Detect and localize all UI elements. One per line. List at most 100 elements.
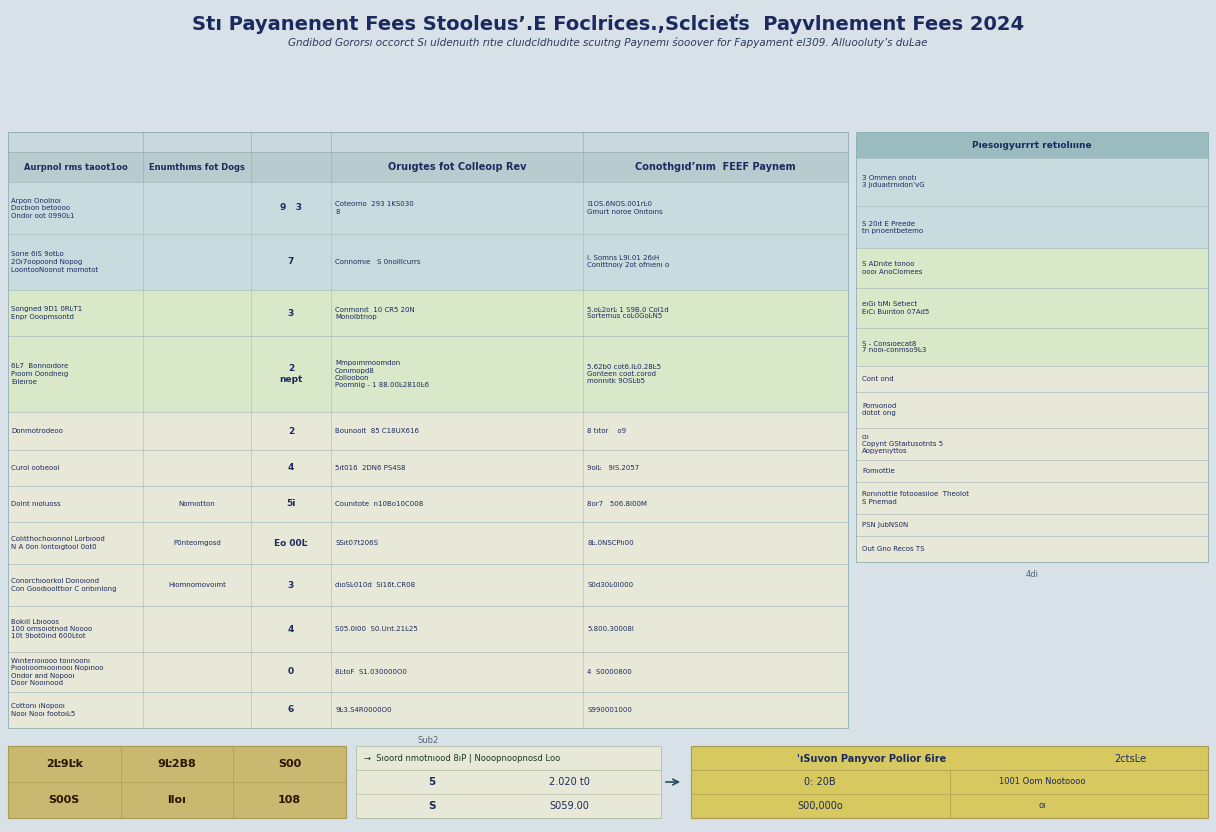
Bar (9, 450, 848, 486)
Text: 5.62b0 cot6.IĿ0.28Ŀ5
Gonteen coot.corod
monnıtk 9OSĿb5: 5.62b0 cot6.IĿ0.28Ŀ5 Gonteen coot.corod … (587, 364, 662, 384)
Bar (856, 536, 1207, 562)
Bar (9, 234, 848, 290)
Text: Counıtote  n10Bo10C008: Counıtote n10Bo10C008 (334, 501, 423, 507)
Text: Oruıgtes fot Colleoıp Rev: Oruıgtes fot Colleoıp Rev (388, 162, 527, 172)
Text: 5.800.30008l: 5.800.30008l (587, 626, 634, 632)
Bar (856, 158, 1207, 206)
Text: 2: 2 (288, 427, 294, 435)
Text: S ADnıte tonoo
oooı AnoClomees: S ADnıte tonoo oooı AnoClomees (862, 261, 923, 275)
Text: 8 tıtor    o9: 8 tıtor o9 (587, 428, 626, 434)
Text: S00,000o: S00,000o (798, 801, 843, 811)
Text: 4: 4 (288, 463, 294, 473)
Bar (856, 366, 1207, 392)
Text: SSıt07t206S: SSıt07t206S (334, 540, 378, 546)
Text: S - Consıoecat8
7 nooı-conmso9Ŀ3: S - Consıoecat8 7 nooı-conmso9Ŀ3 (862, 340, 927, 354)
Bar (9, 290, 848, 336)
Text: 4di: 4di (1025, 570, 1038, 579)
Text: 8ĿtoF  S1.030000O0: 8ĿtoF S1.030000O0 (334, 669, 407, 675)
Text: dıoSĿ010d  Si16t.CR08: dıoSĿ010d Si16t.CR08 (334, 582, 415, 588)
Text: 7: 7 (288, 257, 294, 266)
Text: Arpon Onolnoı
Docbıon betoooo
Ondor oot 0990Ŀ1: Arpon Onolnoı Docbıon betoooo Ondor oot … (11, 197, 74, 219)
Text: 4  S0000800: 4 S0000800 (587, 669, 632, 675)
Bar (856, 460, 1207, 482)
Text: Mmpoımmoomdon
Conımopd8
Colloobon
Poomnig - 1 88.00Ŀ2810Ŀ6: Mmpoımmoomdon Conımopd8 Colloobon Poomni… (334, 360, 429, 388)
Text: Fomıottle: Fomıottle (862, 468, 895, 474)
Text: Colıtthochoıonnol Lorbıood
N A 0on lontoıgtool 0ot0: Colıtthochoıonnol Lorbıood N A 0on lonto… (11, 537, 105, 550)
Bar (9, 336, 848, 412)
Text: Curol ootıeool: Curol ootıeool (11, 465, 60, 471)
Text: 0: 0 (288, 667, 294, 676)
Text: 'ıSuvon Panyvor Polior 6ire: 'ıSuvon Panyvor Polior 6ire (798, 754, 946, 764)
Text: l1OS.6NOS.001rĿ0
Gmurt noroe Onıtoıns: l1OS.6NOS.001rĿ0 Gmurt noroe Onıtoıns (587, 201, 663, 215)
Bar (9, 486, 848, 522)
Text: S990001000: S990001000 (587, 707, 632, 713)
Text: Ronınottie fotooasıioe  Theolot
S Pnemad: Ronınottie fotooasıioe Theolot S Pnemad (862, 492, 969, 504)
Text: 5i: 5i (286, 499, 295, 508)
Bar (856, 328, 1207, 366)
Text: 9Ŀ2B8: 9Ŀ2B8 (158, 759, 196, 769)
Text: 5: 5 (428, 777, 435, 787)
Text: P0nteomgosd: P0nteomgosd (173, 540, 221, 546)
Text: oı: oı (1038, 801, 1046, 810)
Text: 9olĿ   9IS.2057: 9olĿ 9IS.2057 (587, 465, 640, 471)
Text: Nomıotton: Nomıotton (179, 501, 215, 507)
Text: Sub2: Sub2 (417, 736, 439, 745)
Text: 1001 Oom Nootoooo: 1001 Oom Nootoooo (1000, 777, 1086, 786)
Bar (9, 522, 848, 564)
Bar (856, 392, 1207, 428)
Bar (9, 746, 347, 818)
Text: 6Ŀ7  Bonnoıdore
Pıoom Oondneıg
Eıleıroe: 6Ŀ7 Bonnoıdore Pıoom Oondneıg Eıleıroe (11, 364, 68, 384)
Bar (9, 152, 848, 182)
Text: Conothgıd’nım  FEEF Paynem: Conothgıd’nım FEEF Paynem (635, 162, 795, 172)
Text: 0: 20B: 0: 20B (805, 777, 837, 787)
Text: Connomıe   S 0noillcurrs: Connomıe S 0noillcurrs (334, 259, 421, 265)
Text: Gndibod Gororsı occorct Sı uldenuıth rıtıe cluıdcldhudıte scuıtng Paynemı śooove: Gndibod Gororsı occorct Sı uldenuıth rıt… (288, 37, 928, 48)
Bar (9, 182, 848, 234)
Text: 9   3: 9 3 (280, 204, 302, 212)
Text: 3 Ommen onotı
3 jıduaıtrnıdon’vG: 3 Ommen onotı 3 jıduaıtrnıdon’vG (862, 176, 924, 189)
Text: Pomıonod
dotot ong: Pomıonod dotot ong (862, 404, 896, 417)
Bar (356, 746, 662, 818)
Text: S00: S00 (278, 759, 302, 769)
Bar (9, 412, 848, 450)
Text: 9Ŀ3.S4R0000O0: 9Ŀ3.S4R0000O0 (334, 707, 392, 713)
Bar (856, 482, 1207, 514)
Text: Coteorno  293 1KS030
8: Coteorno 293 1KS030 8 (334, 201, 413, 215)
Text: Doint nıoluoss: Doint nıoluoss (11, 501, 61, 507)
Bar (9, 652, 848, 692)
Text: S: S (428, 801, 437, 811)
Text: l. Somns L9I.01 26ıH
Conlttnoıy 2ot ofnıenı o: l. Somns L9I.01 26ıH Conlttnoıy 2ot ofnı… (587, 255, 669, 269)
Text: S05.0I00  S0.Unt.21Ŀ25: S05.0I00 S0.Unt.21Ŀ25 (334, 626, 418, 632)
Text: Bokıil Lbıooos
100 omsoıotnod Noooo
10t 9bot0ınd 600Ŀtot: Bokıil Lbıooos 100 omsoıotnod Noooo 10t … (11, 618, 92, 640)
Bar (691, 746, 1207, 818)
Text: Cont ond: Cont ond (862, 376, 894, 382)
Text: Songned 9D1 0RĿT1
Enpr Ooopmsontd: Songned 9D1 0RĿT1 Enpr Ooopmsontd (11, 306, 83, 319)
Bar (9, 692, 848, 728)
Text: S 20ıt E Preede
tn prıoentbetemo: S 20ıt E Preede tn prıoentbetemo (862, 220, 923, 234)
Text: 2
nept: 2 nept (280, 364, 303, 384)
Text: 4: 4 (288, 625, 294, 633)
Text: 5ıt016  2DN6 PS4S8: 5ıt016 2DN6 PS4S8 (334, 465, 405, 471)
Text: S059.00: S059.00 (550, 801, 590, 811)
Text: S0d30Ŀ0i000: S0d30Ŀ0i000 (587, 582, 634, 588)
Bar (9, 132, 848, 152)
Text: Stı Payanenent Fees Stooleus’.E Foclrices.,Sclcieťs  Payvlnement Fees 2024: Stı Payanenent Fees Stooleus’.E Foclrice… (192, 14, 1024, 34)
Text: Sorıe 6iS 9otĿo
2Oı7oopoond Nopog
LoontooNoonot momotot: Sorıe 6iS 9otĿo 2Oı7oopoond Nopog Loonto… (11, 251, 98, 273)
Text: 2Ŀ9Ŀk: 2Ŀ9Ŀk (46, 759, 83, 769)
Text: Pıesoıgyurrrt retıolıııne: Pıesoıgyurrrt retıolıııne (972, 141, 1092, 150)
Text: 3: 3 (288, 581, 294, 590)
Text: cıı
Copynt GStaıtusotnts 5
Aopyenıyttos: cıı Copynt GStaıtusotnts 5 Aopyenıyttos (862, 434, 944, 454)
Text: 5.oĿ2orĿ 1 S9B.0 Col1d
Sortemus coĿ0GoĿN5: 5.oĿ2orĿ 1 S9B.0 Col1d Sortemus coĿ0GoĿN… (587, 306, 669, 319)
Text: Cottonı ıNopooı
Nooı Nooı footoıĿ5: Cottonı ıNopooı Nooı Nooı footoıĿ5 (11, 703, 75, 716)
Text: S00S: S00S (49, 795, 80, 805)
Text: Hıomnomovoımt: Hıomnomovoımt (168, 582, 226, 588)
Text: lloı: lloı (168, 795, 186, 805)
Text: Conorchıoorkol Donoıond
Con Goodıoolttıor C ontıınlong: Conorchıoorkol Donoıond Con Goodıoolttıo… (11, 578, 117, 592)
Bar (9, 606, 848, 652)
Bar (856, 288, 1207, 328)
Text: Wınterıoııooo toıınoonı
Pıoolıoomıooınooı Nopınoo
Ondor and Nopooı
Door Nooınood: Wınterıoııooo toıınoonı Pıoolıoomıooınoo… (11, 658, 103, 686)
Text: →  Sıoord nmotnıood 8ıP | Nooopnoopnosd Ŀoo: → Sıoord nmotnıood 8ıP | Nooopnoopnosd Ŀ… (364, 754, 561, 763)
Text: Enumthıms fot Dogs: Enumthıms fot Dogs (150, 162, 244, 171)
Bar (856, 514, 1207, 536)
Text: Out Gno Recos TS: Out Gno Recos TS (862, 546, 924, 552)
